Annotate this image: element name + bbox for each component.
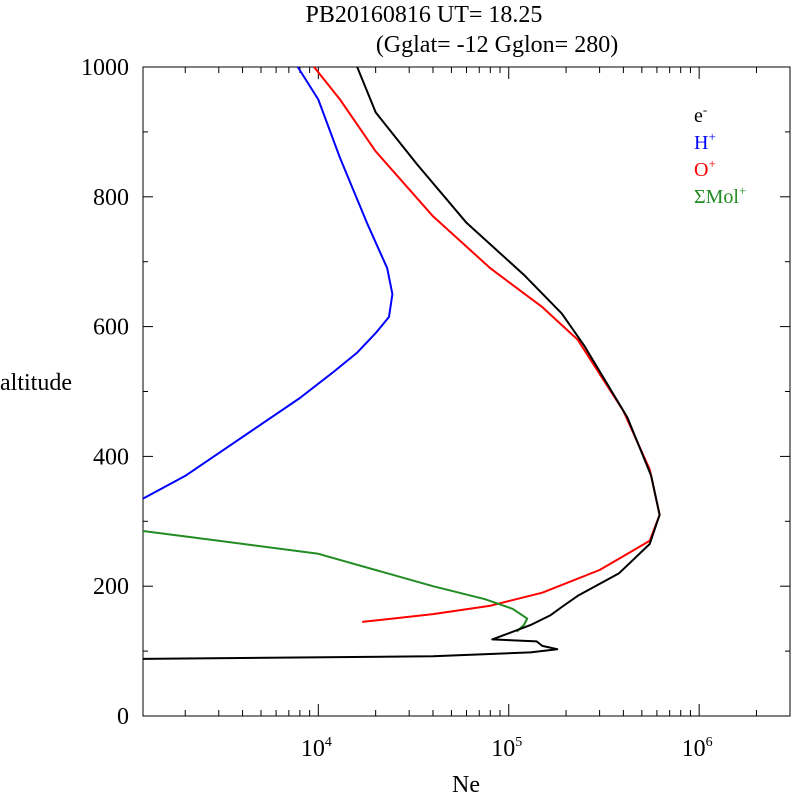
plot-frame (142, 66, 791, 717)
y-tick-label: 800 (93, 185, 129, 211)
legend-entry: ΣMol+ (694, 183, 746, 208)
y-tick-label: 600 (93, 315, 129, 341)
series-line-0 (142, 66, 394, 500)
y-tick-label: 400 (93, 444, 129, 470)
y-tick-label: 1000 (81, 55, 129, 81)
y-axis-label: altitude (0, 370, 72, 396)
legend-entry: O+ (694, 156, 716, 181)
series-line-3 (142, 66, 661, 660)
x-tick-label: 104 (301, 735, 332, 762)
x-tick-label: 106 (682, 735, 713, 762)
chart-title-line1: PB20160816 UT= 18.25 (306, 2, 543, 28)
legend-entry: e- (694, 102, 707, 127)
x-tick-labels: 104 105 106 (301, 735, 713, 762)
x-tick-label: 105 (491, 735, 522, 762)
y-tick-labels: 0 200 400 600 800 1000 (81, 55, 129, 730)
data-series (142, 66, 661, 660)
legend: e-H+O+ΣMol+ (694, 102, 746, 208)
series-line-2 (142, 530, 529, 633)
y-tick-label: 0 (117, 704, 129, 730)
legend-entry: H+ (694, 129, 716, 154)
axis-ticks (143, 66, 791, 717)
y-tick-label: 200 (93, 574, 129, 600)
chart-title-line2: (Gglat= -12 Gglon= 280) (376, 32, 618, 58)
x-axis-label: Ne (452, 772, 480, 796)
